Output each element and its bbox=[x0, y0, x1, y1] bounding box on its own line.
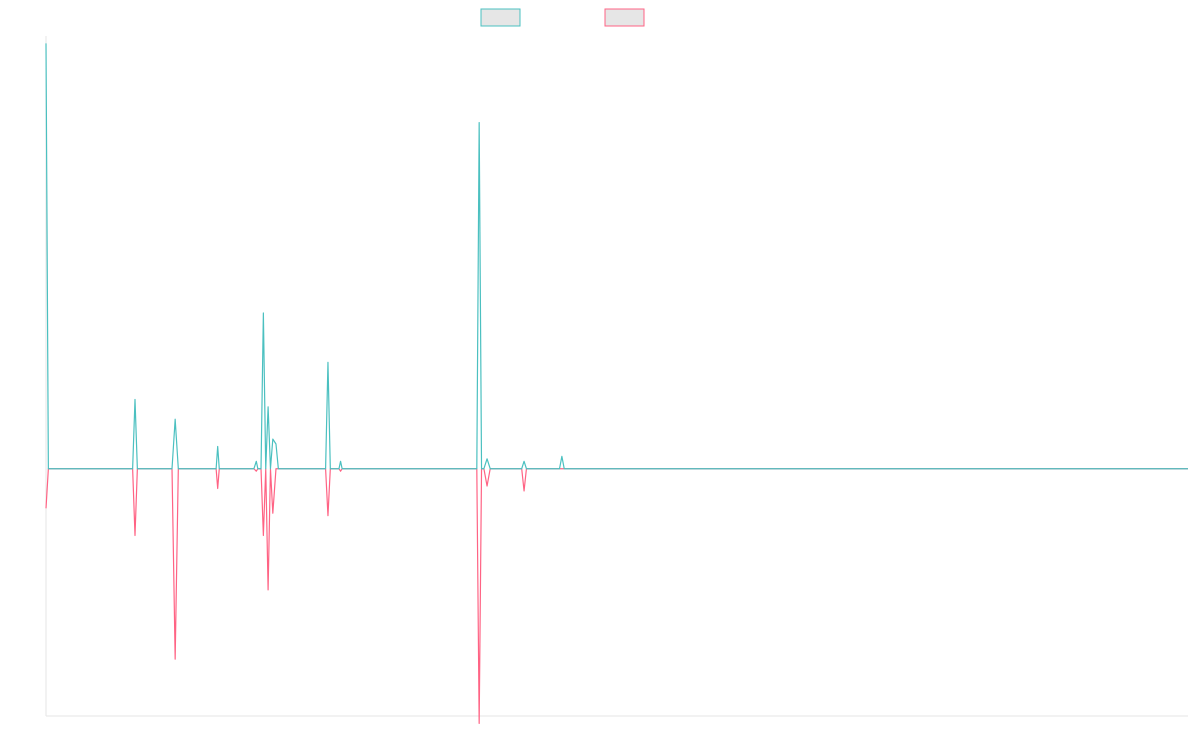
axes bbox=[45, 36, 1188, 717]
series-line-1 bbox=[45, 43, 1188, 470]
series-line-2 bbox=[45, 468, 1188, 725]
series-group bbox=[45, 43, 1188, 725]
legend-swatch-series-2[interactable] bbox=[604, 8, 645, 27]
legend-swatch-series-1[interactable] bbox=[480, 8, 521, 27]
legend bbox=[480, 8, 645, 27]
